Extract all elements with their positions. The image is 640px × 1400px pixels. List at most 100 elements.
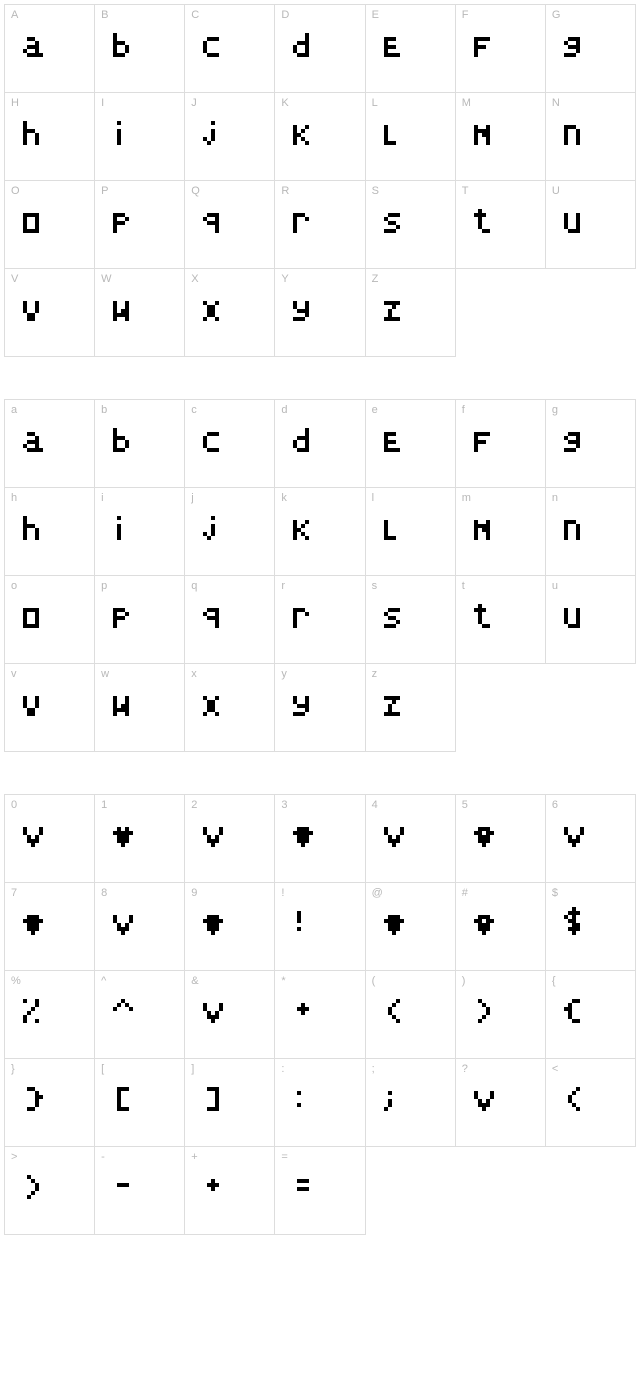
cell: ;: [366, 1059, 456, 1147]
cell-label: #: [462, 887, 468, 899]
glyph-wrap: [203, 424, 243, 464]
cell: %: [5, 971, 95, 1059]
glyph-wrap: [564, 600, 604, 640]
glyph-wrap: [293, 29, 333, 69]
glyph-z: [384, 688, 424, 716]
glyph-wrap: [293, 819, 333, 859]
cell-label: X: [191, 273, 198, 285]
glyph-c: [203, 29, 243, 57]
glyph-wrap: [23, 1171, 63, 1211]
cell-label: 3: [281, 799, 287, 811]
cell-label: B: [101, 9, 108, 21]
glyph-wrap: [384, 117, 424, 157]
cell: l: [366, 488, 456, 576]
glyph-wrap: [23, 424, 63, 464]
grid-symbols: 0123456789!@#$%^&*(){}[]:;?<>-+=: [4, 794, 636, 1235]
glyph-wrap: [203, 819, 243, 859]
glyph-excl: [293, 907, 333, 935]
glyph-wrap: [203, 117, 243, 157]
cell: R: [275, 181, 365, 269]
glyph-wrap: [113, 205, 153, 245]
cell-label: R: [281, 185, 289, 197]
glyph-wrap: [203, 293, 243, 333]
glyph-f: [474, 424, 514, 452]
glyph-gt: [23, 1171, 63, 1199]
cell: !: [275, 883, 365, 971]
cell: b: [95, 400, 185, 488]
glyph-wrap: [113, 293, 153, 333]
cell-label: f: [462, 404, 465, 416]
cell: S: [366, 181, 456, 269]
cell: #: [456, 883, 546, 971]
glyph-o: [23, 600, 63, 628]
glyph-wrap: [23, 293, 63, 333]
cell-label: (: [372, 975, 376, 987]
glyph-w: [113, 293, 153, 321]
glyph-wrap: [23, 205, 63, 245]
cell-label: 0: [11, 799, 17, 811]
glyph-t: [474, 205, 514, 233]
glyph-i: [113, 512, 153, 540]
glyph-wrap: [203, 600, 243, 640]
cell: (: [366, 971, 456, 1059]
glyph-b: [113, 29, 153, 57]
glyph-wrap: [23, 688, 63, 728]
glyph-minus: [113, 1171, 153, 1199]
cell-label: o: [11, 580, 17, 592]
cell-label: i: [101, 492, 103, 504]
glyph-wrap: [23, 995, 63, 1035]
cell: >: [5, 1147, 95, 1235]
cell: Q: [185, 181, 275, 269]
cell-label: 9: [191, 887, 197, 899]
glyph-n: [564, 117, 604, 145]
cell-label: r: [281, 580, 285, 592]
glyph-z: [384, 293, 424, 321]
glyph-g: [564, 29, 604, 57]
glyph-wrap: [113, 995, 153, 1035]
cell-label: S: [372, 185, 379, 197]
cell-label: @: [372, 887, 383, 899]
cell-label: V: [11, 273, 18, 285]
glyph-lbrack: [113, 1083, 153, 1111]
glyph-wrap: [474, 1083, 514, 1123]
cell: c: [185, 400, 275, 488]
cell: =: [275, 1147, 365, 1235]
glyph-q: [203, 205, 243, 233]
cell: s: [366, 576, 456, 664]
cell-label: }: [11, 1063, 15, 1075]
cell: -: [95, 1147, 185, 1235]
glyph-wrap: [384, 1083, 424, 1123]
glyph-v: [23, 293, 63, 321]
glyph-n: [564, 512, 604, 540]
cell: 8: [95, 883, 185, 971]
glyph-y: [293, 293, 333, 321]
glyph-wrap: [293, 600, 333, 640]
cell-label: A: [11, 9, 18, 21]
cell-label: p: [101, 580, 107, 592]
cell: F: [456, 5, 546, 93]
cell-label: ]: [191, 1063, 194, 1075]
glyph-wrap: [384, 512, 424, 552]
glyph-hash: [474, 907, 514, 935]
cell: 1: [95, 795, 185, 883]
cell: T: [456, 181, 546, 269]
cell-label: s: [372, 580, 378, 592]
cell: q: [185, 576, 275, 664]
cell-label: 1: [101, 799, 107, 811]
glyph-b: [113, 424, 153, 452]
cell: $: [546, 883, 636, 971]
glyph-wrap: [113, 512, 153, 552]
cell-label: T: [462, 185, 469, 197]
glyph-n7: [23, 907, 63, 935]
glyph-l: [384, 512, 424, 540]
cell-label: G: [552, 9, 561, 21]
glyph-m: [474, 512, 514, 540]
glyph-wrap: [474, 205, 514, 245]
cell-label: Y: [281, 273, 288, 285]
glyph-f: [474, 29, 514, 57]
glyph-wrap: [293, 512, 333, 552]
cell: d: [275, 400, 365, 488]
cell-label: 8: [101, 887, 107, 899]
glyph-m: [474, 117, 514, 145]
glyph-u: [564, 600, 604, 628]
